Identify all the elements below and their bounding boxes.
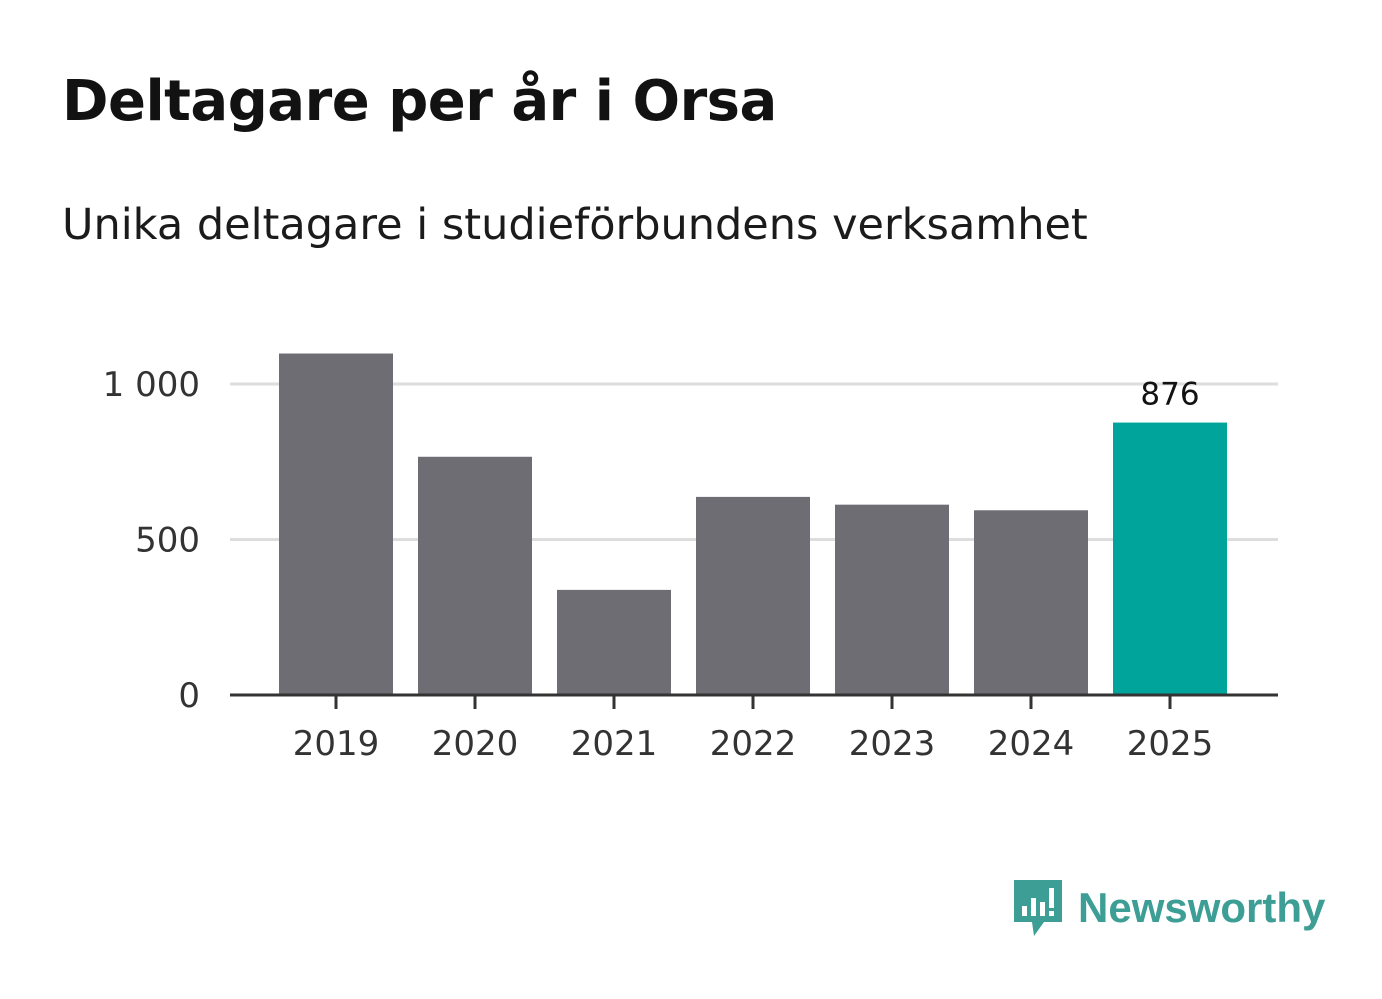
newsworthy-logo: Newsworthy [1010, 876, 1325, 940]
labels: 0 500 1 000 2019 2020 2021 2022 2023 2024 2025 876 [103, 365, 1214, 764]
chart-title: Deltagare per år i Orsa [62, 69, 777, 134]
y-tick-label: 1 000 [103, 365, 200, 405]
newsworthy-logo-icon [1014, 880, 1062, 936]
y-tick-label: 0 [178, 676, 200, 716]
x-tick-label: 2025 [1127, 724, 1214, 764]
bar-2024 [974, 510, 1088, 695]
bar-2019 [279, 353, 393, 695]
x-tick-label: 2022 [710, 724, 797, 764]
x-axis [230, 693, 1278, 709]
x-tick-label: 2019 [293, 724, 380, 764]
brand-name: Newsworthy [1078, 884, 1326, 931]
x-tick-label: 2021 [571, 724, 658, 764]
y-tick-label: 500 [135, 521, 200, 561]
bar-2022 [696, 496, 810, 695]
bar-2020 [418, 456, 532, 695]
x-tick-label: 2024 [988, 724, 1075, 764]
value-label-2025: 876 [1140, 377, 1199, 413]
chart-subtitle: Unika deltagare i studieförbundens verks… [62, 200, 1088, 250]
bar-2023 [835, 504, 949, 695]
x-tick-label: 2023 [849, 724, 936, 764]
bars [279, 353, 1227, 695]
x-tick-label: 2020 [432, 724, 519, 764]
bar-2021 [557, 589, 671, 695]
bar-2025 [1113, 422, 1227, 695]
